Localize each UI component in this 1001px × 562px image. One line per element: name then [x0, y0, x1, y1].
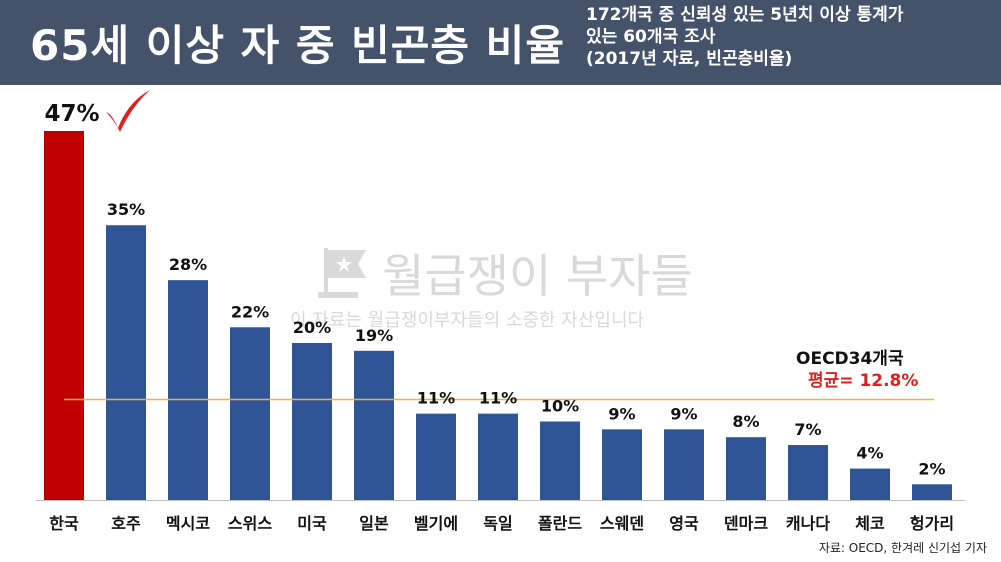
- header-bar: 65세 이상 자 중 빈곤층 비율 172개국 중 신뢰성 있는 5년치 이상 …: [0, 0, 1001, 85]
- value-label-호주: 35%: [107, 200, 145, 219]
- bar-미국: [292, 342, 332, 500]
- category-label-독일: 독일: [483, 514, 512, 533]
- category-label-멕시코: 멕시코: [166, 514, 210, 533]
- category-label-체코: 체코: [855, 514, 885, 533]
- value-label-멕시코: 28%: [169, 255, 207, 274]
- bar-독일: [478, 413, 518, 500]
- subtitle-line-1: 172개국 중 신뢰성 있는 5년치 이상 통계가: [586, 5, 904, 25]
- subtitle-line-3: (2017년 자료, 빈곤층비율): [586, 49, 793, 69]
- category-label-벨기에: 벨기에: [414, 514, 458, 533]
- value-label-폴란드: 10%: [541, 396, 579, 415]
- page-title: 65세 이상 자 중 빈곤층 비율: [30, 21, 565, 70]
- bar-호주: [106, 225, 146, 500]
- bar-헝가리: [912, 484, 952, 500]
- subtitle-line-2: 있는 60개국 조사: [586, 27, 716, 47]
- bar-벨기에: [416, 413, 456, 500]
- bar-한국: [44, 131, 84, 500]
- bar-체코: [850, 468, 890, 500]
- category-label-영국: 영국: [669, 514, 699, 533]
- category-label-호주: 호주: [111, 514, 141, 533]
- value-label-헝가리: 2%: [918, 459, 945, 478]
- bar-멕시코: [168, 280, 208, 500]
- value-label-한국: 47%: [44, 101, 99, 127]
- category-label-캐나다: 캐나다: [786, 514, 830, 533]
- value-label-독일: 11%: [479, 389, 517, 408]
- category-label-미국: 미국: [297, 514, 327, 533]
- category-label-스웨덴: 스웨덴: [600, 514, 644, 533]
- category-label-폴란드: 폴란드: [538, 514, 582, 533]
- subtitle: 172개국 중 신뢰성 있는 5년치 이상 통계가 있는 60개국 조사 (20…: [586, 4, 903, 70]
- bar-스웨덴: [602, 429, 642, 500]
- bar-일본: [354, 350, 394, 500]
- source-note: 자료: OECD, 한겨레 신기섭 기자: [818, 541, 987, 555]
- category-label-스위스: 스위스: [228, 514, 272, 533]
- average-value: 평균= 12.8%: [808, 371, 919, 391]
- value-label-영국: 9%: [670, 404, 697, 423]
- bar-덴마크: [726, 437, 766, 500]
- bar-캐나다: [788, 445, 828, 500]
- average-label: OECD34개국: [796, 349, 904, 369]
- value-label-스웨덴: 9%: [608, 404, 635, 423]
- value-label-스위스: 22%: [231, 302, 269, 321]
- category-label-일본: 일본: [359, 514, 389, 533]
- check-mark-icon: [106, 90, 150, 132]
- category-label-한국: 한국: [49, 514, 79, 533]
- category-label-헝가리: 헝가리: [910, 514, 954, 533]
- bar-스위스: [230, 327, 270, 500]
- value-label-일본: 19%: [355, 326, 393, 345]
- bar-폴란드: [540, 421, 580, 500]
- value-label-체코: 4%: [856, 444, 883, 463]
- value-label-미국: 20%: [293, 318, 331, 337]
- value-label-덴마크: 8%: [732, 412, 759, 431]
- value-label-벨기에: 11%: [417, 389, 455, 408]
- category-label-덴마크: 덴마크: [724, 514, 768, 533]
- bar-영국: [664, 429, 704, 500]
- value-label-캐나다: 7%: [794, 420, 821, 439]
